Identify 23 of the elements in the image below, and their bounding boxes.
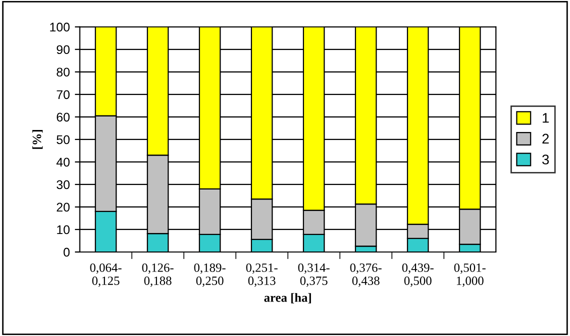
legend-label: 2 — [542, 134, 549, 144]
y-tick-label: 50 — [56, 135, 70, 144]
y-axis-title: [%] — [32, 130, 43, 149]
y-tick-label: 60 — [56, 112, 70, 122]
x-tick-label: 0,126- 0,188 — [142, 263, 174, 287]
x-axis-title: area [ha] — [264, 293, 311, 304]
x-tick-label: 0,376- 0,438 — [350, 263, 382, 287]
y-tick-label: 0 — [64, 248, 70, 257]
x-tick-label: 0,189- 0,250 — [194, 263, 226, 287]
x-tick-label: 0,501- 1,000 — [454, 263, 486, 287]
y-tick-label: 70 — [56, 90, 70, 100]
y-tick-label: 30 — [56, 180, 70, 190]
y-tick-label: 90 — [56, 45, 70, 54]
legend-label: 3 — [542, 154, 549, 164]
y-tick-label: 80 — [56, 68, 70, 77]
x-tick-label: 0,314- 0,375 — [298, 263, 330, 287]
y-tick-label: 40 — [56, 158, 70, 167]
y-tick-label: 100 — [50, 22, 70, 32]
y-tick-label: 10 — [57, 225, 70, 234]
y-tick-label: 20 — [56, 202, 70, 212]
x-tick-label: 0,064- 0,125 — [90, 263, 122, 287]
legend-label: 1 — [542, 113, 549, 123]
x-tick-label: 0,439- 0,500 — [402, 263, 434, 287]
